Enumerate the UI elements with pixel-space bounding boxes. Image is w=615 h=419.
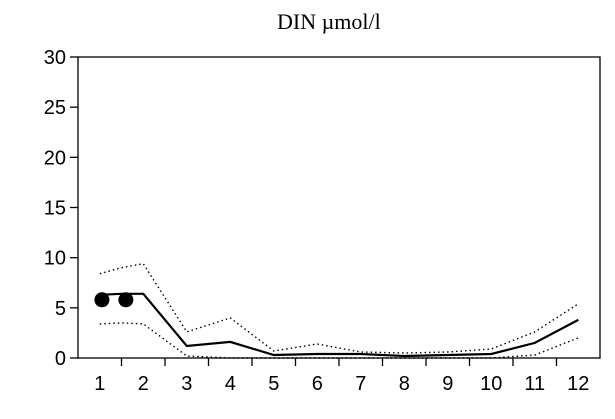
x-tick-label: 7	[355, 373, 366, 395]
observation-marker	[94, 292, 110, 308]
x-tick-label: 4	[225, 373, 236, 395]
x-tick-label: 8	[399, 373, 410, 395]
x-tick-label: 5	[268, 373, 279, 395]
x-tick-label: 6	[312, 373, 323, 395]
x-tick-label: 12	[567, 373, 589, 395]
observation-marker	[118, 292, 134, 308]
x-tick-label: 9	[442, 373, 453, 395]
series-layer	[94, 262, 579, 359]
x-tick-label: 10	[480, 373, 502, 395]
y-tick-label: 20	[44, 147, 66, 169]
y-tick-label: 0	[55, 348, 66, 370]
plot-frame	[77, 56, 601, 359]
y-tick-label: 5	[55, 298, 66, 320]
y-tick-label: 10	[44, 248, 66, 270]
mean-line	[99, 292, 579, 358]
chart-title: DIN µmol/l	[277, 9, 381, 34]
y-tick-label: 30	[44, 47, 66, 69]
x-tick-label: 3	[181, 373, 192, 395]
upper-line	[99, 262, 579, 354]
x-tick-label: 1	[94, 373, 105, 395]
y-axis: 0 5 10 15 20 25 30	[44, 47, 78, 370]
x-axis: 1 2 3 4 5 6 7 8 9 10 11 12	[94, 358, 589, 395]
x-tick-label: 2	[138, 373, 149, 395]
y-tick-label: 25	[44, 97, 66, 119]
x-tick-label: 11	[524, 373, 545, 395]
y-tick-label: 15	[44, 198, 66, 220]
